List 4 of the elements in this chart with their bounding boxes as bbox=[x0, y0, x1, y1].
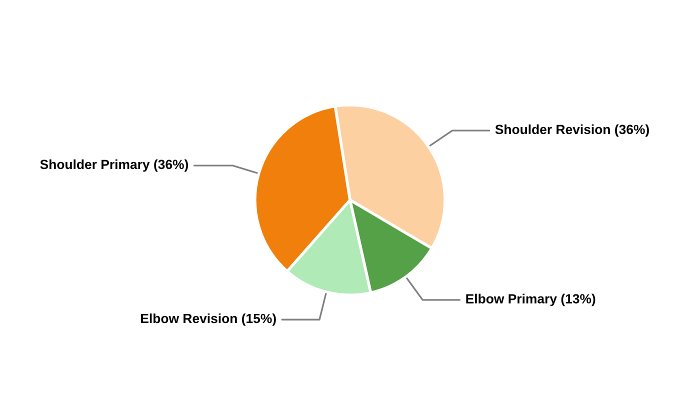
slice-label: Elbow Revision (15%) bbox=[141, 313, 276, 326]
slice-label: Elbow Primary (13%) bbox=[466, 294, 596, 306]
slice-label: Shoulder Primary (36%) bbox=[40, 159, 188, 172]
slice-label: Shoulder Revision (36%) bbox=[495, 124, 649, 137]
